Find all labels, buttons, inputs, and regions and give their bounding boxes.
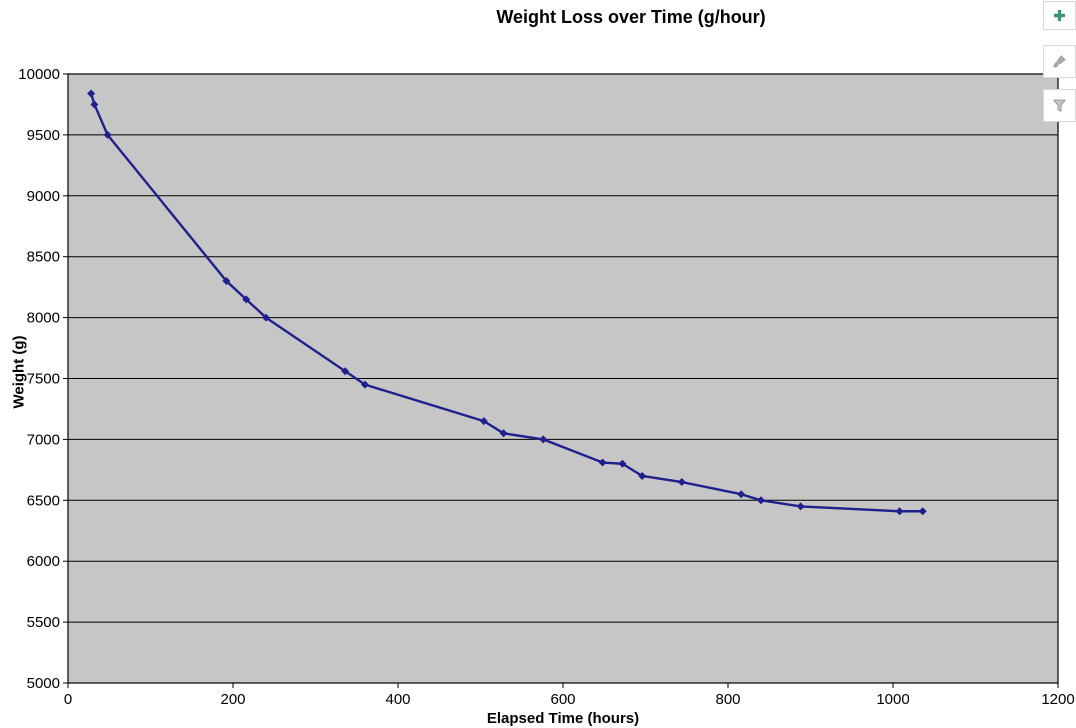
data-point-marker[interactable]: [341, 367, 350, 376]
x-tick-label: 0: [64, 691, 72, 708]
x-axis-title[interactable]: Elapsed Time (hours): [486, 710, 640, 727]
y-tick-label: 9500: [27, 127, 60, 144]
data-point-marker[interactable]: [479, 417, 488, 426]
data-point-marker[interactable]: [539, 435, 548, 444]
paintbrush-icon: [1053, 55, 1066, 68]
data-point-marker[interactable]: [87, 89, 96, 98]
y-tick-label: 6000: [27, 553, 60, 570]
chart-elements-button[interactable]: [1043, 1, 1076, 30]
chart-styles-button[interactable]: [1043, 45, 1076, 78]
funnel-icon: [1053, 99, 1066, 112]
plus-icon: [1054, 10, 1065, 21]
x-tick-label: 200: [220, 691, 245, 708]
x-tick-label: 600: [550, 691, 575, 708]
chart-title[interactable]: Weight Loss over Time (g/hour): [496, 7, 766, 27]
data-point-marker[interactable]: [242, 295, 251, 304]
data-point-marker[interactable]: [918, 507, 927, 516]
data-point-marker[interactable]: [796, 502, 805, 511]
plot-border: [67, 73, 1059, 684]
data-point-marker[interactable]: [677, 478, 686, 487]
data-point-marker[interactable]: [598, 458, 607, 467]
x-tick-label: 1200: [1041, 691, 1074, 708]
chart-filters-button[interactable]: [1043, 89, 1076, 122]
data-point-marker[interactable]: [757, 496, 765, 505]
data-point-marker[interactable]: [90, 100, 99, 109]
y-tick-label: 7000: [27, 431, 60, 448]
x-tick-label: 1000: [876, 691, 909, 708]
data-point-marker[interactable]: [222, 277, 231, 286]
y-tick-label: 8000: [27, 310, 60, 327]
data-point-marker[interactable]: [361, 380, 369, 389]
series-line[interactable]: [89, 92, 924, 513]
y-tick-label: 5000: [27, 675, 60, 692]
data-point-marker[interactable]: [262, 313, 270, 322]
data-point-marker[interactable]: [499, 429, 508, 438]
y-tick-label: 8500: [27, 249, 60, 266]
data-point-marker[interactable]: [618, 459, 627, 468]
y-tick-label: 10000: [18, 66, 60, 83]
data-point-marker[interactable]: [737, 490, 746, 499]
x-tick-label: 800: [715, 691, 740, 708]
y-tick-label: 6500: [27, 492, 60, 509]
y-tick-label: 9000: [27, 188, 60, 205]
data-point-marker[interactable]: [638, 471, 647, 480]
data-point-marker[interactable]: [895, 507, 904, 516]
data-point-marker[interactable]: [103, 130, 112, 139]
x-tick-label: 400: [385, 691, 410, 708]
y-tick-label: 7500: [27, 371, 60, 388]
y-tick-label: 5500: [27, 614, 60, 631]
y-axis-title[interactable]: Weight (g): [10, 335, 28, 409]
